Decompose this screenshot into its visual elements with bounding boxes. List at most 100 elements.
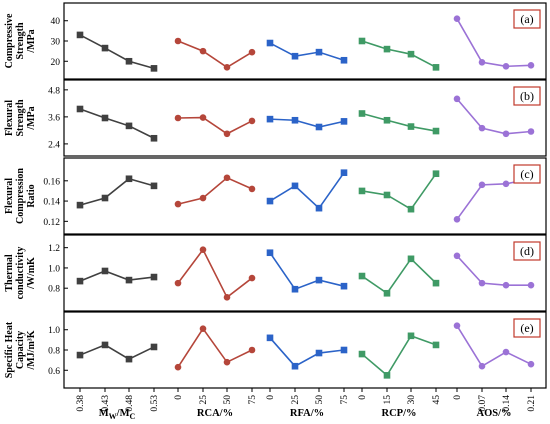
x-tick-label: 0.43 [101, 395, 111, 412]
data-point [174, 363, 182, 371]
y-axis-label: FlexuralCompressionRatio [4, 168, 37, 224]
x-tick-label: 50 [315, 395, 325, 405]
data-point [150, 134, 158, 142]
data-point [150, 182, 158, 190]
data-point [383, 116, 391, 124]
x-axis: 0.38 0.43 0.48 0.53 MW/MC 0 25 50 75 RCA/% 0 25 50 75… [76, 388, 537, 421]
data-point [174, 200, 182, 208]
panel-b: 2.4 3.6 4.8 FlexuralStrength/MPa (b) [4, 79, 547, 157]
panel-frame [63, 311, 547, 389]
x-tick-label: 0 [453, 395, 463, 400]
data-point [432, 279, 440, 287]
data-point [315, 276, 323, 284]
data-point [358, 37, 366, 45]
series-line [361, 257, 437, 295]
data-point [407, 50, 415, 58]
data-point [340, 56, 348, 64]
data-point [527, 128, 535, 135]
panel-frame [63, 234, 547, 312]
x-tick-label: 0.53 [150, 395, 160, 412]
data-point [125, 57, 133, 65]
series-line [456, 18, 532, 68]
data-point [407, 332, 415, 340]
panels: 20 30 40 CompressiveStrength/MPa (a) 2.4 3.6 4.… [4, 2, 547, 389]
series-line [79, 177, 155, 206]
y-tick-label: 20 [51, 58, 61, 68]
y-tick-label: 0.6 [48, 367, 60, 377]
data-point [315, 204, 323, 212]
y-axis-label: FlexuralStrength/MPa [4, 99, 37, 136]
y-tick-label: 2.4 [48, 140, 60, 150]
y-tick-label: 0.12 [43, 218, 60, 228]
y-tick-label: 0.14 [43, 198, 60, 208]
data-point [266, 334, 274, 342]
data-point [340, 169, 348, 176]
y-tick-label: 3.6 [48, 113, 60, 123]
data-point [174, 37, 182, 45]
x-tick-label: 0 [266, 395, 276, 400]
x-axis-label: RCP/% [382, 408, 417, 419]
data-point [248, 274, 256, 282]
data-point [527, 360, 535, 368]
series-line [361, 40, 437, 69]
panel-frame [63, 2, 547, 80]
data-point [383, 289, 391, 297]
x-axis-label: AOS/% [476, 408, 511, 419]
panel-tag-box [513, 164, 541, 184]
x-tick-label: 75 [340, 395, 350, 405]
panel-tag: (b) [520, 89, 534, 103]
series-line [456, 177, 532, 220]
x-axis-label: RFA/% [290, 408, 324, 419]
series-line [361, 112, 437, 132]
data-point [527, 281, 535, 289]
y-axis-label: Thermalconductivity/W/mK [4, 247, 37, 300]
x-tick-label: 0 [174, 395, 184, 400]
data-point [407, 205, 415, 213]
data-point [150, 343, 158, 351]
series-line [269, 252, 345, 291]
data-point [199, 246, 207, 253]
panel-tag-box [513, 241, 541, 261]
data-point [199, 47, 207, 55]
panel-frame [63, 157, 547, 235]
data-point [174, 279, 182, 287]
data-point [291, 116, 299, 124]
data-point [248, 185, 256, 193]
data-point [101, 194, 109, 202]
data-point [174, 114, 182, 122]
series-line [177, 40, 253, 69]
data-point [266, 249, 274, 257]
y-tick-label: 1.0 [48, 264, 60, 274]
x-tick-label: 0.21 [527, 395, 537, 412]
panel-tag: (a) [520, 12, 533, 26]
data-point [266, 115, 274, 123]
data-point [407, 255, 415, 263]
data-point [76, 277, 84, 285]
data-point [358, 272, 366, 280]
data-point [453, 216, 461, 223]
y-tick-label: 30 [51, 38, 61, 48]
data-point [266, 197, 274, 205]
series-line [269, 42, 345, 62]
data-point [199, 194, 207, 202]
data-point [358, 350, 366, 358]
series-line [79, 270, 155, 282]
data-point [315, 123, 323, 131]
y-tick-label: 0.16 [43, 177, 60, 187]
data-point [478, 279, 486, 287]
data-point [199, 325, 207, 333]
x-tick-label: 75 [248, 395, 258, 405]
data-point [407, 123, 415, 130]
data-point [315, 48, 323, 56]
data-point [223, 130, 231, 138]
data-point [315, 349, 323, 357]
data-point [125, 175, 133, 183]
data-point [76, 31, 84, 39]
series-line [269, 172, 345, 210]
data-point [223, 64, 231, 71]
x-tick-label: 0 [358, 395, 368, 400]
data-point [432, 64, 440, 71]
panel-tag-box [513, 9, 541, 29]
data-point [291, 52, 299, 60]
data-point [383, 372, 391, 379]
